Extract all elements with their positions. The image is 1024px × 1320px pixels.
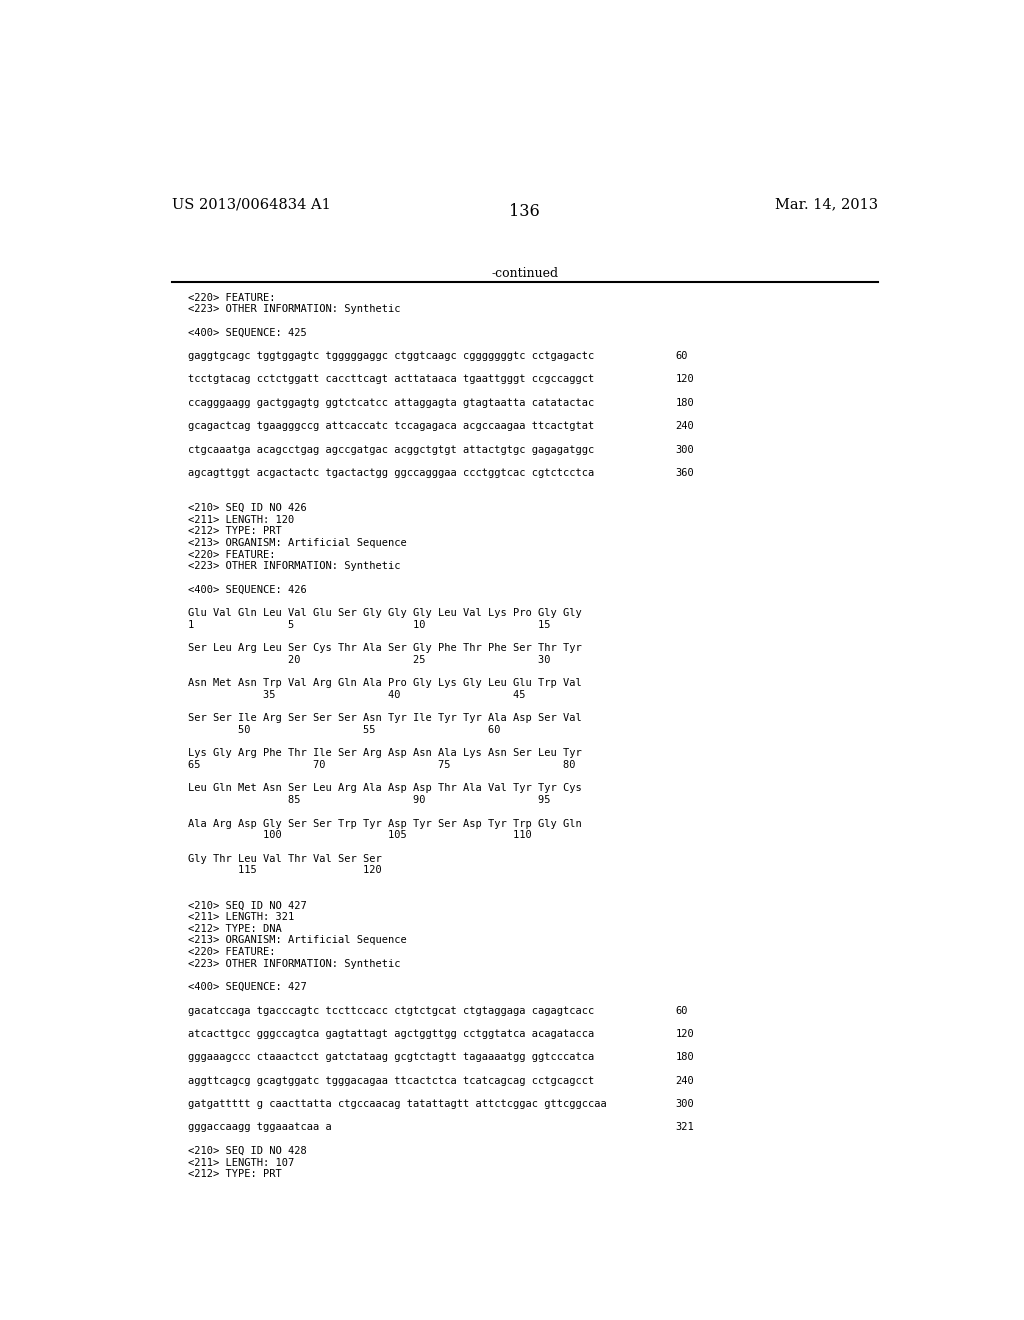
Text: gaggtgcagc tggtggagtc tgggggaggc ctggtcaagc cgggggggtc cctgagactc: gaggtgcagc tggtggagtc tgggggaggc ctggtca… (187, 351, 594, 360)
Text: Asn Met Asn Trp Val Arg Gln Ala Pro Gly Lys Gly Leu Glu Trp Val: Asn Met Asn Trp Val Arg Gln Ala Pro Gly … (187, 678, 582, 688)
Text: ccagggaagg gactggagtg ggtctcatcc attaggagta gtagtaatta catatactac: ccagggaagg gactggagtg ggtctcatcc attagga… (187, 397, 594, 408)
Text: 60: 60 (676, 351, 688, 360)
Text: gcagactcag tgaagggccg attcaccatc tccagagaca acgccaagaa ttcactgtat: gcagactcag tgaagggccg attcaccatc tccagag… (187, 421, 594, 432)
Text: US 2013/0064834 A1: US 2013/0064834 A1 (172, 197, 331, 211)
Text: <212> TYPE: DNA: <212> TYPE: DNA (187, 924, 282, 933)
Text: <223> OTHER INFORMATION: Synthetic: <223> OTHER INFORMATION: Synthetic (187, 561, 400, 572)
Text: agcagttggt acgactactc tgactactgg ggccagggaa ccctggtcac cgtctcctca: agcagttggt acgactactc tgactactgg ggccagg… (187, 467, 594, 478)
Text: 120: 120 (676, 375, 694, 384)
Text: tcctgtacag cctctggatt caccttcagt acttataaca tgaattgggt ccgccaggct: tcctgtacag cctctggatt caccttcagt acttata… (187, 375, 594, 384)
Text: 180: 180 (676, 1052, 694, 1063)
Text: <212> TYPE: PRT: <212> TYPE: PRT (187, 1170, 282, 1179)
Text: 120: 120 (676, 1030, 694, 1039)
Text: 180: 180 (676, 397, 694, 408)
Text: <210> SEQ ID NO 426: <210> SEQ ID NO 426 (187, 503, 306, 513)
Text: gacatccaga tgacccagtc tccttccacc ctgtctgcat ctgtaggaga cagagtcacc: gacatccaga tgacccagtc tccttccacc ctgtctg… (187, 1006, 594, 1015)
Text: <211> LENGTH: 120: <211> LENGTH: 120 (187, 515, 294, 524)
Text: <210> SEQ ID NO 427: <210> SEQ ID NO 427 (187, 900, 306, 911)
Text: atcacttgcc gggccagtca gagtattagt agctggttgg cctggtatca acagatacca: atcacttgcc gggccagtca gagtattagt agctggt… (187, 1030, 594, 1039)
Text: <223> OTHER INFORMATION: Synthetic: <223> OTHER INFORMATION: Synthetic (187, 958, 400, 969)
Text: <213> ORGANISM: Artificial Sequence: <213> ORGANISM: Artificial Sequence (187, 539, 407, 548)
Text: 300: 300 (676, 1100, 694, 1109)
Text: gggaccaagg tggaaatcaa a: gggaccaagg tggaaatcaa a (187, 1122, 332, 1133)
Text: <212> TYPE: PRT: <212> TYPE: PRT (187, 527, 282, 536)
Text: 115                 120: 115 120 (187, 866, 381, 875)
Text: <223> OTHER INFORMATION: Synthetic: <223> OTHER INFORMATION: Synthetic (187, 304, 400, 314)
Text: Glu Val Gln Leu Val Glu Ser Gly Gly Gly Leu Val Lys Pro Gly Gly: Glu Val Gln Leu Val Glu Ser Gly Gly Gly … (187, 609, 582, 618)
Text: 20                  25                  30: 20 25 30 (187, 655, 550, 665)
Text: 35                  40                  45: 35 40 45 (187, 690, 525, 700)
Text: 300: 300 (676, 445, 694, 454)
Text: <400> SEQUENCE: 427: <400> SEQUENCE: 427 (187, 982, 306, 993)
Text: <220> FEATURE:: <220> FEATURE: (187, 549, 275, 560)
Text: 240: 240 (676, 1076, 694, 1086)
Text: 240: 240 (676, 421, 694, 432)
Text: Ser Ser Ile Arg Ser Ser Ser Asn Tyr Ile Tyr Tyr Ala Asp Ser Val: Ser Ser Ile Arg Ser Ser Ser Asn Tyr Ile … (187, 713, 582, 723)
Text: ctgcaaatga acagcctgag agccgatgac acggctgtgt attactgtgc gagagatggc: ctgcaaatga acagcctgag agccgatgac acggctg… (187, 445, 594, 454)
Text: gatgattttt g caacttatta ctgccaacag tatattagtt attctcggac gttcggccaa: gatgattttt g caacttatta ctgccaacag tatat… (187, 1100, 606, 1109)
Text: 65                  70                  75                  80: 65 70 75 80 (187, 760, 575, 770)
Text: <400> SEQUENCE: 425: <400> SEQUENCE: 425 (187, 327, 306, 338)
Text: Lys Gly Arg Phe Thr Ile Ser Arg Asp Asn Ala Lys Asn Ser Leu Tyr: Lys Gly Arg Phe Thr Ile Ser Arg Asp Asn … (187, 748, 582, 759)
Text: 1               5                   10                  15: 1 5 10 15 (187, 620, 550, 630)
Text: 50                  55                  60: 50 55 60 (187, 725, 500, 735)
Text: <400> SEQUENCE: 426: <400> SEQUENCE: 426 (187, 585, 306, 595)
Text: 321: 321 (676, 1122, 694, 1133)
Text: 60: 60 (676, 1006, 688, 1015)
Text: <211> LENGTH: 321: <211> LENGTH: 321 (187, 912, 294, 923)
Text: <213> ORGANISM: Artificial Sequence: <213> ORGANISM: Artificial Sequence (187, 936, 407, 945)
Text: 100                 105                 110: 100 105 110 (187, 830, 531, 841)
Text: aggttcagcg gcagtggatc tgggacagaa ttcactctca tcatcagcag cctgcagcct: aggttcagcg gcagtggatc tgggacagaa ttcactc… (187, 1076, 594, 1086)
Text: <220> FEATURE:: <220> FEATURE: (187, 948, 275, 957)
Text: Gly Thr Leu Val Thr Val Ser Ser: Gly Thr Leu Val Thr Val Ser Ser (187, 854, 381, 863)
Text: 360: 360 (676, 467, 694, 478)
Text: <210> SEQ ID NO 428: <210> SEQ ID NO 428 (187, 1146, 306, 1156)
Text: Ser Leu Arg Leu Ser Cys Thr Ala Ser Gly Phe Thr Phe Ser Thr Tyr: Ser Leu Arg Leu Ser Cys Thr Ala Ser Gly … (187, 643, 582, 653)
Text: Leu Gln Met Asn Ser Leu Arg Ala Asp Asp Thr Ala Val Tyr Tyr Cys: Leu Gln Met Asn Ser Leu Arg Ala Asp Asp … (187, 784, 582, 793)
Text: gggaaagccc ctaaactcct gatctataag gcgtctagtt tagaaaatgg ggtcccatca: gggaaagccc ctaaactcct gatctataag gcgtcta… (187, 1052, 594, 1063)
Text: <211> LENGTH: 107: <211> LENGTH: 107 (187, 1158, 294, 1167)
Text: Mar. 14, 2013: Mar. 14, 2013 (775, 197, 878, 211)
Text: 136: 136 (509, 203, 541, 220)
Text: Ala Arg Asp Gly Ser Ser Trp Tyr Asp Tyr Ser Asp Tyr Trp Gly Gln: Ala Arg Asp Gly Ser Ser Trp Tyr Asp Tyr … (187, 818, 582, 829)
Text: <220> FEATURE:: <220> FEATURE: (187, 293, 275, 302)
Text: 85                  90                  95: 85 90 95 (187, 795, 550, 805)
Text: -continued: -continued (492, 267, 558, 280)
